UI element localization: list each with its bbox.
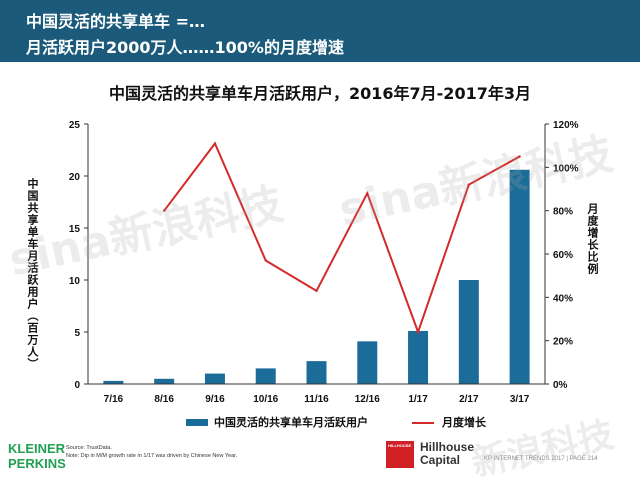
- growth-point-3/17: [518, 155, 521, 158]
- y-right-tick-label: 120%: [553, 120, 579, 131]
- growth-point-2/17: [467, 183, 471, 186]
- bar-12/16: [357, 341, 378, 384]
- growth-point-11/16: [315, 289, 318, 293]
- x-tick-label: 10/16: [253, 394, 278, 405]
- y-left-tick-label: 5: [74, 328, 80, 339]
- y-left-tick-label: 10: [69, 276, 81, 287]
- x-tick-label: 2/17: [459, 394, 479, 405]
- kleiner-perkins-logo: KLEINER PERKINS: [8, 441, 66, 471]
- bar-8/16: [154, 378, 175, 384]
- y-right-tick-label: 0%: [553, 380, 568, 391]
- legend-line-swatch: [412, 422, 434, 424]
- y-right-tick-label: 40%: [553, 293, 573, 304]
- legend-bar-swatch: [186, 419, 208, 426]
- bar-9/16: [204, 373, 225, 384]
- y-left-tick-label: 15: [69, 224, 81, 235]
- x-tick-label: 3/17: [510, 394, 530, 405]
- bar-3/17: [509, 169, 530, 384]
- source-notes: Source: TrustData. Note: Dip in M/M grow…: [66, 444, 237, 460]
- bar-2/17: [458, 280, 479, 384]
- growth-point-8/16: [162, 209, 166, 212]
- bar-11/16: [306, 361, 327, 384]
- y-right-tick-label: 20%: [553, 337, 573, 348]
- x-tick-label: 12/16: [355, 394, 380, 405]
- growth-point-10/16: [264, 259, 267, 262]
- chart-title: 中国灵活的共享单车月活跃用户，2016年7月-2017年3月: [109, 84, 531, 103]
- y-axis-left-label: 中国共享单车月活跃用户（百万人）: [26, 178, 39, 370]
- source-text: Source: TrustData.: [66, 445, 112, 451]
- y-right-tick-label: 80%: [553, 207, 573, 218]
- note-text: Note: Dip in M/M growth rate in 1/17 was…: [66, 453, 238, 459]
- slide-title-line-1: 中国灵活的共享单车 =…: [26, 12, 205, 31]
- growth-point-9/16: [213, 142, 217, 145]
- y-axis-right-label: 月度增长比例: [586, 203, 599, 275]
- hillhouse-name: Hillhouse Capital: [420, 440, 475, 467]
- growth-point-1/17: [416, 330, 420, 334]
- x-tick-label: 1/17: [408, 394, 428, 405]
- x-tick-label: 7/16: [104, 394, 124, 405]
- legend-bar-label: 中国灵活的共享单车月活跃用户: [214, 416, 368, 429]
- slide-header: 中国灵活的共享单车 =… 月活跃用户2000万人……100%的月度增速: [0, 0, 640, 62]
- x-tick-label: 9/16: [205, 394, 225, 405]
- y-left-tick-label: 0: [74, 380, 80, 391]
- y-left-tick-label: 25: [69, 120, 81, 131]
- slide-title-line-2: 月活跃用户2000万人……100%的月度增速: [26, 38, 344, 57]
- growth-point-12/16: [366, 192, 369, 195]
- bar-7/16: [103, 380, 124, 384]
- x-tick-label: 8/16: [154, 394, 174, 405]
- x-tick-label: 11/16: [304, 394, 329, 405]
- bar-1/17: [408, 330, 429, 384]
- hillhouse-logo-mark: HILLHOUSE: [386, 441, 414, 468]
- bar-10/16: [255, 368, 276, 384]
- footer-page-text: KP INTERNET TRENDS 2017 | PAGE 214: [484, 456, 598, 462]
- y-right-tick-label: 60%: [553, 250, 573, 261]
- y-right-tick-label: 100%: [553, 163, 579, 174]
- legend-line-label: 月度增长: [442, 416, 486, 429]
- y-left-tick-label: 20: [69, 172, 81, 183]
- growth-line: [163, 141, 521, 335]
